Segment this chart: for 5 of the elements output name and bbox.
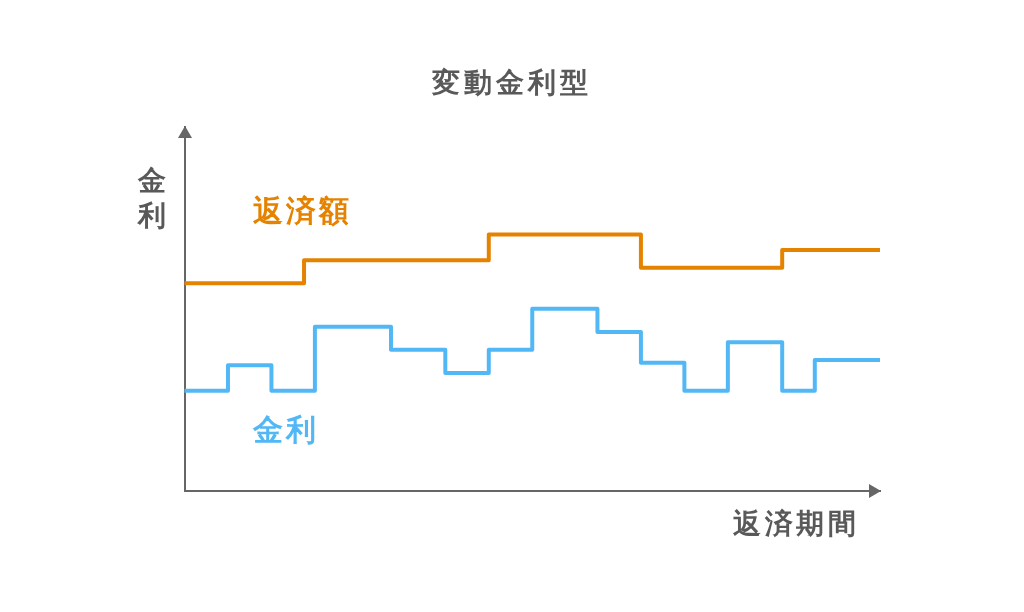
chart-title: 変動金利型	[431, 66, 593, 99]
series-label: 返済額	[252, 193, 352, 229]
x-axis-title: 返済期間	[733, 507, 859, 540]
y-axis-title: 金利	[138, 162, 166, 233]
series-label: 金利	[251, 411, 319, 447]
